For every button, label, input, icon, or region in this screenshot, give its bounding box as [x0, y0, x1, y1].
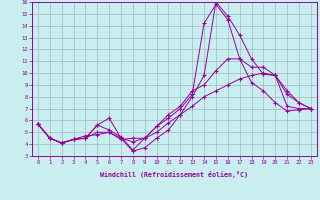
- X-axis label: Windchill (Refroidissement éolien,°C): Windchill (Refroidissement éolien,°C): [100, 171, 248, 178]
